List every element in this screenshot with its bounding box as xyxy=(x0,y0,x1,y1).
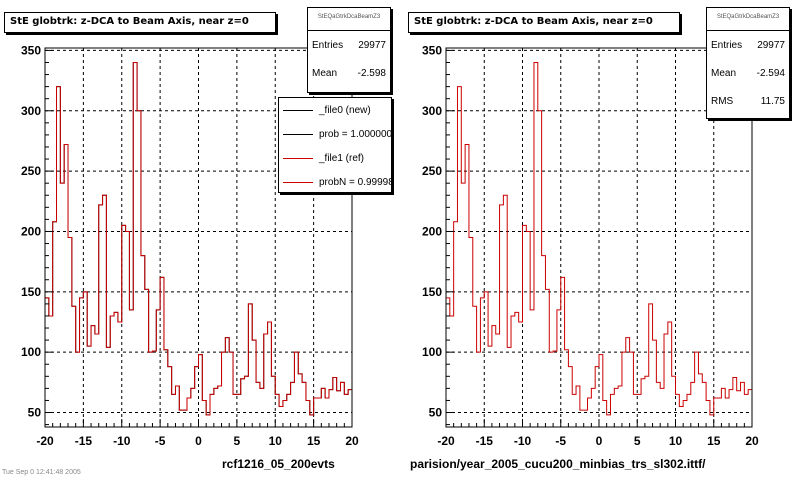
rms-value: 11.75 xyxy=(760,95,785,107)
y-tick-label: 250 xyxy=(21,164,41,178)
x-tick-label: 15 xyxy=(307,434,321,448)
entries-label: Entries xyxy=(312,39,344,51)
y-tick-label: 350 xyxy=(21,43,41,57)
y-tick-label: 150 xyxy=(21,285,41,299)
legend-swatch xyxy=(283,133,313,135)
legend-swatch xyxy=(283,109,313,111)
legend-label: _file1 (ref) xyxy=(319,152,365,164)
mean-value: -2.594 xyxy=(756,67,785,79)
x-tick-label: 0 xyxy=(596,434,603,448)
x-tick-label: -15 xyxy=(75,434,93,448)
legend-item-new: _file0 (new) xyxy=(279,98,391,122)
y-tick-label: 150 xyxy=(422,285,442,299)
legend-label: probN = 0.999980 xyxy=(319,176,392,188)
entries-value: 29977 xyxy=(757,39,785,51)
y-tick-label: 200 xyxy=(422,224,442,238)
panel-2-stats-mean: Mean -2.594 xyxy=(707,59,789,87)
x-tick-label: 10 xyxy=(269,434,283,448)
x-tick-label: -20 xyxy=(36,434,54,448)
x-tick-label: 5 xyxy=(234,434,241,448)
y-tick-label: 250 xyxy=(422,164,442,178)
x-tick-label: 20 xyxy=(745,434,759,448)
panel-2-chart: -20 -15 -10 -5 0 5 10 15 20 50 100 150 200 250 300 350 xyxy=(422,43,759,448)
y-tick-label: 100 xyxy=(422,345,442,359)
legend-label: prob = 1.000000 xyxy=(319,128,392,140)
x-tick-label: -10 xyxy=(113,434,131,448)
x-tick-label: 5 xyxy=(634,434,641,448)
timestamp: Tue Sep 0 12:41:48 2005 xyxy=(2,469,81,476)
mean-value: -2.598 xyxy=(357,67,386,79)
mean-label: Mean xyxy=(312,67,338,79)
panel-1-stats-box: StEQaGtrkDcaBeamZ3 Entries 29977 Mean -2… xyxy=(307,7,391,93)
x-tick-label: 0 xyxy=(195,434,202,448)
y-tick-label: 300 xyxy=(422,104,442,118)
x-tick-label: -20 xyxy=(437,434,455,448)
panel-2-stats-name: StEQaGtrkDcaBeamZ3 xyxy=(707,8,789,31)
legend-label: _file0 (new) xyxy=(319,104,371,116)
panel-2-footer: parision/year_2005_cucu200_minbias_trs_s… xyxy=(410,457,706,471)
panel-2-stats-entries: Entries 29977 xyxy=(707,31,789,59)
histogram-series-line xyxy=(446,61,752,416)
x-tick-label: -5 xyxy=(555,434,566,448)
x-tick-label: -5 xyxy=(155,434,166,448)
panel-2-stats-box: StEQaGtrkDcaBeamZ3 Entries 29977 Mean -2… xyxy=(706,7,790,119)
mean-label: Mean xyxy=(711,67,737,79)
entries-label: Entries xyxy=(711,39,743,51)
histogram-series-line xyxy=(45,61,352,416)
x-tick-label: 15 xyxy=(707,434,721,448)
panel-1-footer: rcf1216_05_200evts xyxy=(222,457,335,471)
panel-1-title: StE globtrk: z-DCA to Beam Axis, near z=… xyxy=(4,12,276,33)
y-tick-label: 350 xyxy=(422,43,442,57)
x-tick-label: 20 xyxy=(345,434,359,448)
x-tick-label: -10 xyxy=(514,434,532,448)
entries-value: 29977 xyxy=(358,39,386,51)
y-tick-label: 300 xyxy=(21,104,41,118)
x-tick-label: 10 xyxy=(669,434,683,448)
panel-2-stats-rms: RMS 11.75 xyxy=(707,87,789,115)
panel-1-stats-name: StEQaGtrkDcaBeamZ3 xyxy=(308,8,390,31)
panel-1-chart: -20 -15 -10 -5 0 5 10 15 20 50 100 150 200 250 300 350 xyxy=(21,43,359,448)
panel-1-legend: _file0 (new) prob = 1.000000 _file1 (ref… xyxy=(278,97,392,193)
panel-1-stats-mean: Mean -2.598 xyxy=(308,59,390,87)
rms-label: RMS xyxy=(711,95,734,107)
legend-swatch xyxy=(283,157,313,159)
legend-item-ref: _file1 (ref) xyxy=(279,146,391,170)
legend-item-probn: probN = 0.999980 xyxy=(279,170,392,192)
panel-1-stats-entries: Entries 29977 xyxy=(308,31,390,59)
legend-item-prob: prob = 1.000000 xyxy=(279,122,391,146)
legend-swatch xyxy=(283,181,313,183)
y-tick-label: 200 xyxy=(21,224,41,238)
panel-2-title: StE globtrk: z-DCA to Beam Axis, near z=… xyxy=(408,12,680,33)
y-tick-label: 50 xyxy=(28,406,42,420)
y-tick-label: 100 xyxy=(21,345,41,359)
y-tick-label: 50 xyxy=(429,406,443,420)
x-tick-label: -15 xyxy=(476,434,494,448)
